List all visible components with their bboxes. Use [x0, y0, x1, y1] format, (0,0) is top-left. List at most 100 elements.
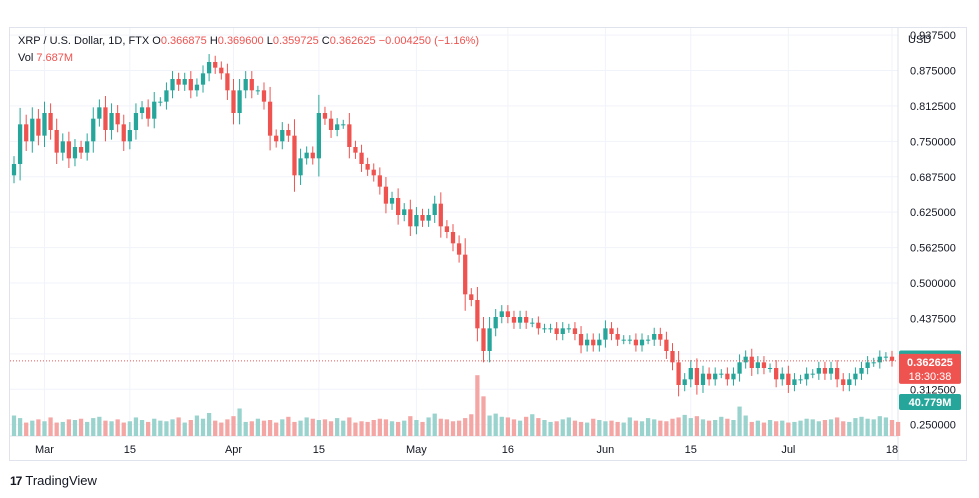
- volume-bar: [615, 421, 620, 436]
- volume-bar: [804, 418, 809, 436]
- candle-body: [335, 124, 340, 130]
- x-tick-label: 16: [502, 444, 514, 456]
- candle-body: [432, 203, 437, 215]
- volume-bar: [328, 421, 334, 436]
- volume-bar: [274, 422, 279, 436]
- currency-label[interactable]: USD: [908, 34, 932, 46]
- candle-body: [694, 368, 700, 385]
- open-label: O: [152, 35, 161, 47]
- volume-bar: [182, 422, 187, 436]
- candle-body: [853, 373, 858, 380]
- close-value: 0.362625: [329, 35, 376, 47]
- volume-bar: [761, 422, 767, 436]
- volume-label: Vol: [18, 52, 34, 64]
- close-label: C: [321, 35, 330, 47]
- volume-bar: [243, 421, 248, 436]
- candle-body: [237, 90, 242, 113]
- volume-bar: [591, 418, 596, 436]
- candle-body: [877, 356, 882, 363]
- candle-body: [48, 113, 53, 130]
- volume-bar: [408, 416, 413, 436]
- volume-bar: [780, 420, 785, 436]
- volume-bar: [450, 421, 456, 436]
- volume-bar: [822, 420, 828, 436]
- volume-bar: [481, 396, 486, 436]
- candle-body: [78, 147, 84, 153]
- candle-body: [633, 339, 639, 346]
- candle-body: [298, 158, 303, 176]
- volume-bar: [164, 421, 169, 436]
- last-price-badge-bg: [899, 353, 961, 384]
- volume-bar: [91, 418, 96, 436]
- volume-bar: [828, 419, 834, 436]
- volume-bar: [737, 406, 742, 436]
- candle-body: [152, 101, 157, 119]
- volume-bar: [578, 421, 584, 436]
- volume-bar: [371, 420, 376, 436]
- volume-bar: [639, 421, 645, 436]
- candle-body: [597, 339, 602, 346]
- candle-body: [804, 373, 809, 380]
- candle-body: [139, 107, 145, 113]
- volume-bar: [200, 418, 206, 436]
- candle-body: [517, 317, 523, 323]
- candle-body: [847, 379, 852, 385]
- candle-body: [548, 328, 553, 330]
- volume-bar: [36, 419, 41, 436]
- candle-body: [487, 328, 492, 351]
- tradingview-brand[interactable]: 17 TradingView: [10, 473, 97, 488]
- candle-body: [420, 215, 425, 221]
- candle-body: [158, 101, 163, 103]
- volume-bar: [767, 420, 773, 436]
- volume-bar: [72, 420, 78, 436]
- candle-body: [743, 356, 748, 363]
- x-tick-label: 15: [313, 444, 325, 456]
- volume-bar: [395, 421, 401, 436]
- candle-body: [341, 124, 346, 126]
- volume-bar: [786, 422, 791, 436]
- volume-bar: [109, 421, 114, 436]
- volume-bar: [11, 415, 17, 436]
- candle-body: [255, 90, 261, 92]
- volume-bar: [78, 418, 84, 436]
- symbol-label[interactable]: XRP / U.S. Dollar, 1D, FTX: [18, 35, 150, 47]
- candle-body: [389, 198, 395, 204]
- volume-bar: [755, 420, 760, 436]
- y-tick-label: 0.625000: [910, 207, 956, 219]
- volume-badge-bg: [899, 394, 961, 410]
- candle-body: [463, 254, 468, 295]
- volume-bar: [798, 420, 803, 436]
- candle-body: [530, 322, 535, 324]
- candle-body: [402, 209, 407, 215]
- candle-body: [72, 147, 78, 159]
- volume-bar: [444, 419, 450, 436]
- candle-body: [499, 311, 504, 317]
- candle-body: [176, 79, 181, 85]
- volume-bar: [609, 420, 614, 436]
- candle-body: [822, 368, 828, 374]
- volume-bar: [456, 420, 462, 436]
- candle-body: [585, 339, 590, 346]
- candle-body: [627, 339, 632, 341]
- volume-bar: [834, 417, 840, 436]
- volume-bar: [694, 416, 700, 436]
- candle-body: [700, 373, 706, 385]
- volume-bar: [267, 420, 273, 436]
- volume-bar: [542, 420, 547, 436]
- candle-body: [810, 373, 815, 375]
- candle-body: [883, 356, 889, 358]
- candle-body: [347, 124, 352, 147]
- candle-body: [664, 339, 669, 351]
- volume-bar: [505, 417, 511, 436]
- volume-bar: [865, 418, 870, 436]
- volume-bar: [85, 421, 90, 436]
- volume-bar: [310, 418, 315, 436]
- candle-body: [97, 107, 102, 119]
- volume-bar: [42, 421, 47, 436]
- volume-bar: [261, 420, 267, 436]
- candle-body: [231, 90, 236, 113]
- candle-body: [859, 368, 864, 374]
- volume-bar: [493, 413, 498, 436]
- candle-body: [91, 118, 96, 142]
